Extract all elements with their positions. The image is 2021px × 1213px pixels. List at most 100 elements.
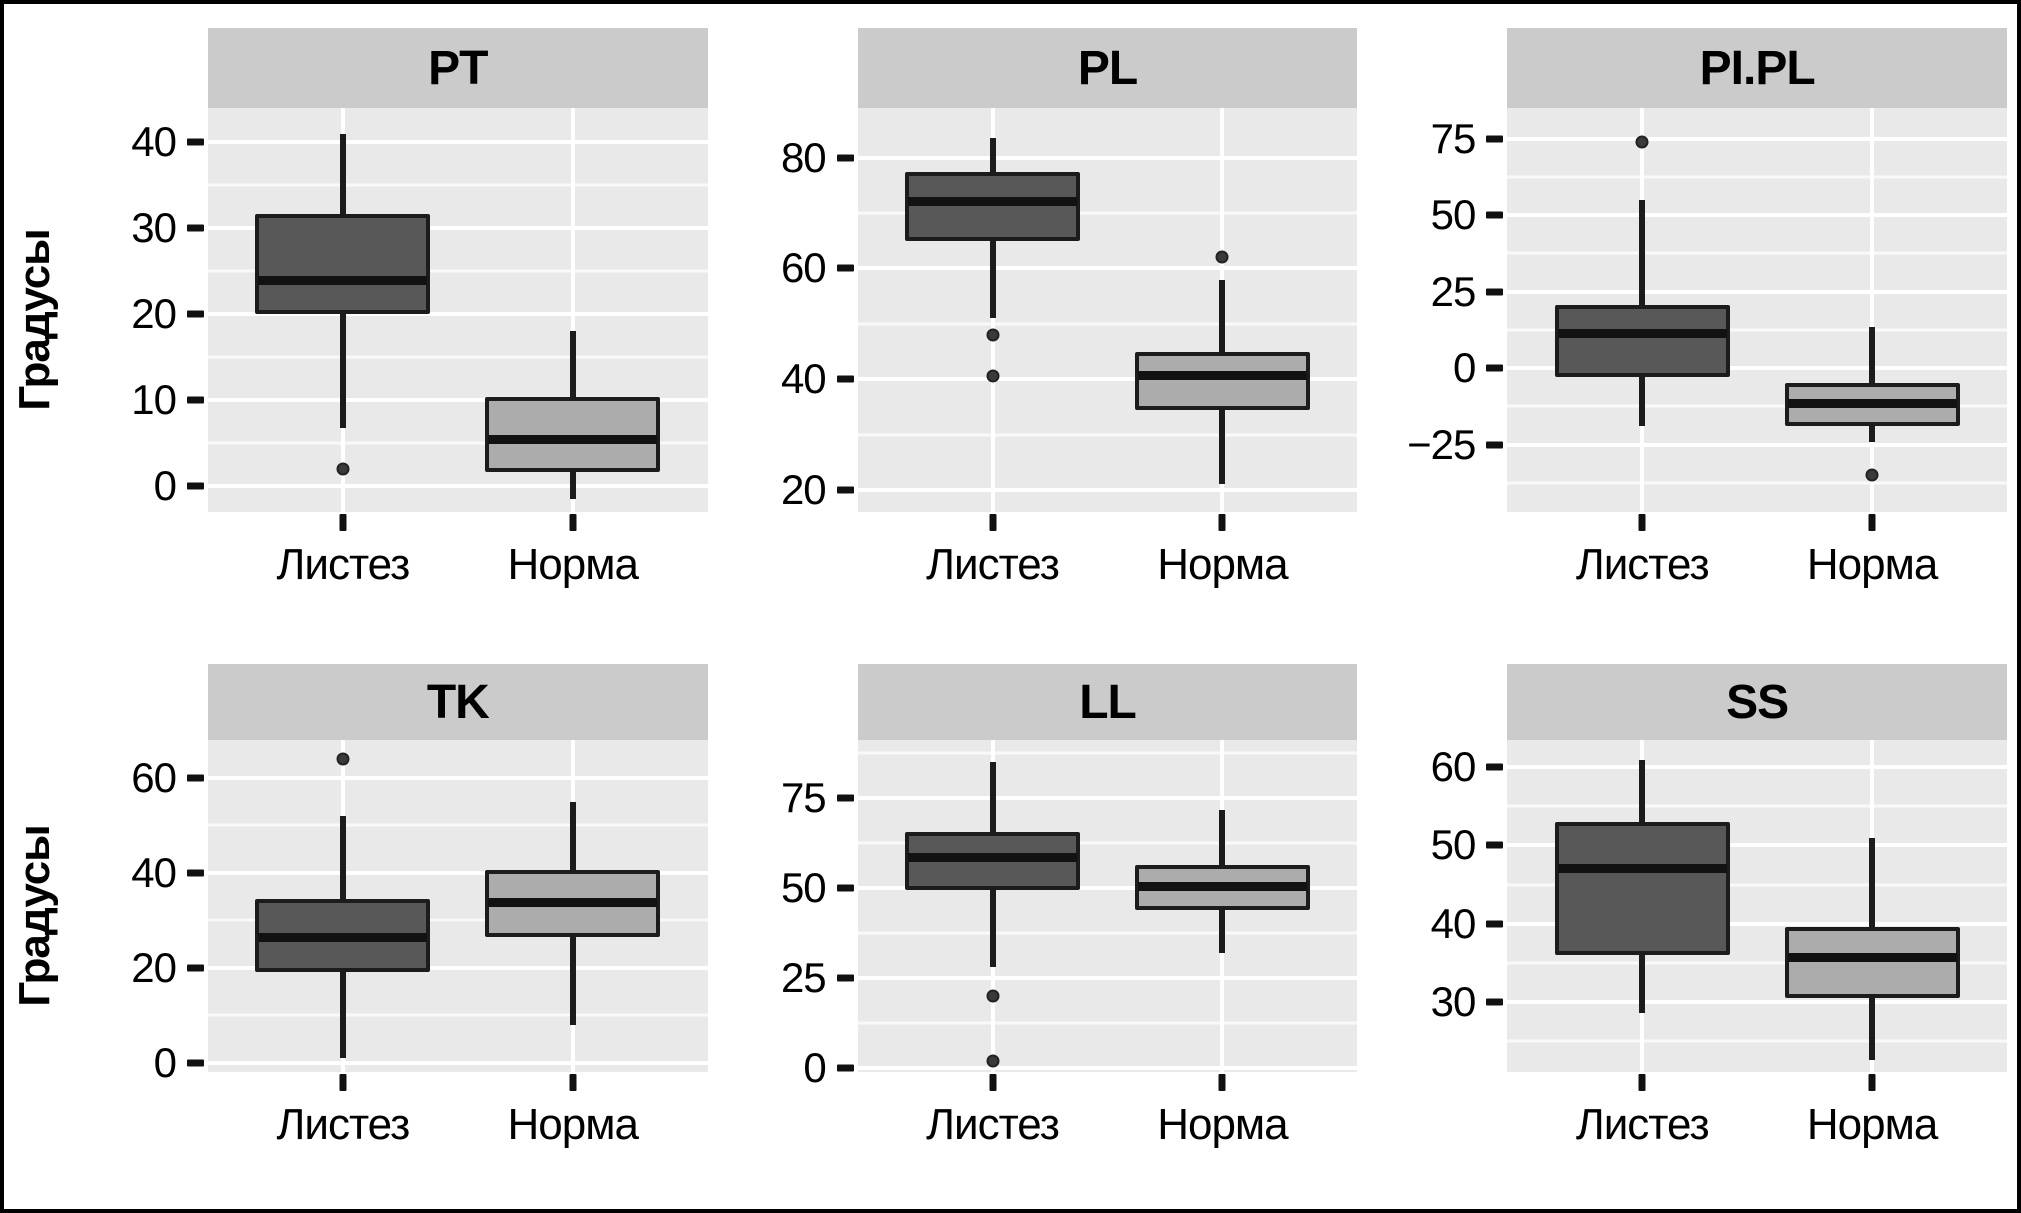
facets-top: PT 0 10 20 30 40 Листез Норма PL 20 40 60 80 Листез Но… (58, 28, 2008, 604)
outlier-point (1865, 468, 1879, 482)
gridline-major (208, 312, 708, 317)
outlier-point (336, 462, 350, 476)
x-category-label: Листез (276, 1100, 411, 1149)
facet-strip: TK (208, 664, 708, 740)
gridline-major (208, 775, 708, 780)
gridline-major (208, 140, 708, 145)
x-tick-mark (1868, 514, 1876, 531)
y-tick-mark (187, 774, 204, 782)
y-tick-mark (1486, 763, 1504, 771)
gridline-major (208, 870, 708, 875)
boxplot-box-Листез (905, 171, 1081, 241)
gridline-major (1507, 843, 2008, 848)
gridline-major (208, 398, 708, 403)
y-tick-label: 60 (131, 753, 177, 801)
y-tick-mark (187, 396, 204, 404)
facet-strip: SS (1507, 664, 2008, 740)
facet-row-top: Градусы PT 0 10 20 30 40 Листез Норма PL 20 40 60 80… (10, 28, 2008, 604)
gridline-major (857, 266, 1358, 271)
x-category-label: Листез (926, 1100, 1060, 1149)
facets-bottom: TK 0 20 40 60 Листез Норма LL 0 25 50 75 Листез Норма… (58, 664, 2008, 1164)
gridline-minor (857, 433, 1358, 437)
gridline-major (1507, 136, 2008, 141)
median-line (1137, 370, 1307, 380)
x-category-label: Норма (1157, 540, 1288, 589)
facet-TK: TK 0 20 40 60 Листез Норма (58, 664, 708, 1164)
gridline-major (1507, 289, 2008, 294)
y-tick-mark (836, 884, 854, 892)
y-tick-label: 60 (1430, 743, 1477, 791)
y-tick-mark (836, 1064, 854, 1072)
outlier-point (986, 369, 1000, 383)
y-axis-title-column: Градусы (10, 664, 59, 1164)
gridline-major (857, 487, 1358, 492)
median-line (1787, 953, 1957, 963)
x-tick-mark (569, 1074, 577, 1091)
y-tick-label: 40 (1430, 899, 1477, 947)
y-tick-label: 75 (1430, 114, 1477, 162)
gridline-major (208, 1060, 708, 1065)
x-category-label: Норма (507, 1100, 639, 1149)
y-axis-gutter: 30 40 50 60 (1357, 740, 1507, 1072)
boxplot-box-Норма (1784, 927, 1960, 998)
facet-title: PI.PL (1699, 41, 1816, 95)
y-tick-label: 0 (153, 1038, 177, 1086)
y-tick-mark (1486, 841, 1504, 849)
y-tick-mark (836, 974, 854, 982)
facet-strip: PT (208, 28, 708, 108)
gridline-major (1507, 999, 2008, 1004)
gridline-major (1507, 213, 2008, 218)
y-axis-gutter: 0 10 20 30 40 (58, 108, 208, 512)
x-category-label: Норма (1157, 1100, 1288, 1149)
y-tick-mark (1486, 211, 1504, 219)
y-tick-mark (187, 869, 204, 877)
y-tick-mark (187, 310, 204, 318)
gridline-major (1507, 366, 2008, 371)
facet-PL: PL 20 40 60 80 Листез Норма (708, 28, 1358, 604)
gridline-major (857, 795, 1358, 800)
y-tick-mark (187, 482, 204, 490)
outlier-point (1635, 135, 1649, 149)
y-tick-mark (836, 794, 854, 802)
gridline-minor (1507, 804, 2008, 808)
plot-panel (208, 108, 708, 512)
y-tick-mark (836, 154, 854, 162)
y-tick-label: 30 (1430, 977, 1477, 1025)
y-axis-title: Градусы (10, 229, 59, 411)
plot-panel (1507, 740, 2008, 1072)
x-category-label: Норма (1806, 540, 1938, 589)
y-tick-label: 0 (153, 462, 177, 510)
facet-LL: LL 0 25 50 75 Листез Норма (708, 664, 1358, 1164)
facet-strip: LL (857, 664, 1358, 740)
y-tick-label: 25 (1430, 267, 1477, 315)
x-tick-mark (1218, 1074, 1226, 1091)
gridline-minor (857, 322, 1358, 326)
gridline-major (1507, 442, 2008, 447)
gridline-vertical (570, 108, 575, 512)
plot-panel (1507, 108, 2008, 512)
gridline-minor (857, 211, 1358, 215)
facet-PT: PT 0 10 20 30 40 Листез Норма (58, 28, 708, 604)
y-tick-mark (187, 138, 204, 146)
x-axis: Листез Норма (858, 512, 1358, 604)
y-tick-label: 10 (131, 376, 177, 424)
gridline-major (1507, 765, 2008, 770)
x-tick-mark (989, 514, 997, 531)
gridline-minor (857, 931, 1358, 935)
plot-panel (857, 108, 1358, 512)
y-tick-label: 40 (131, 848, 177, 896)
gridline-minor (1507, 883, 2008, 887)
gridline-minor (857, 841, 1358, 845)
boxplot-box-Листез (1554, 822, 1730, 955)
y-tick-mark (836, 264, 854, 272)
x-axis: Листез Норма (858, 1072, 1358, 1164)
y-tick-mark (1486, 441, 1504, 449)
y-tick-label: 80 (780, 133, 827, 181)
y-tick-label: 75 (780, 773, 827, 821)
facet-SS: SS 30 40 50 60 Листез Норма (1357, 664, 2008, 1164)
plot-panel (208, 740, 708, 1072)
y-axis-title-column: Градусы (10, 28, 59, 604)
y-tick-mark (1486, 135, 1504, 143)
median-line (488, 434, 658, 444)
